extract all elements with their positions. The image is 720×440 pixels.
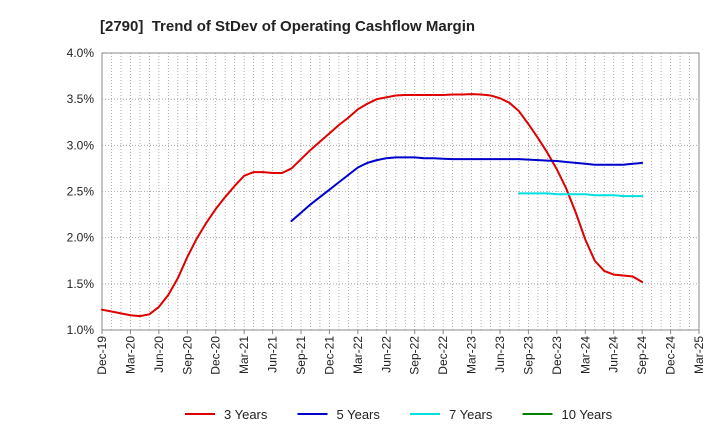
series-line-3-years [101, 93, 644, 318]
x-axis: Dec-19 Mar-20 Jun-20 Sep-20 Dec-20 Mar-21 Jun-… [95, 330, 706, 375]
series-line-7-years [517, 192, 644, 198]
x-tick-label: Dec-23 [550, 336, 564, 375]
y-tick-label: 2.0% [67, 231, 95, 245]
x-tick-label: Dec-20 [209, 336, 223, 375]
legend-label-5-years: 5 Years [337, 407, 381, 422]
x-tick-label: Dec-24 [664, 336, 678, 375]
legend-item-7-years: 7 Years [410, 407, 493, 422]
x-tick-label: Sep-22 [408, 336, 422, 375]
grid-lines [102, 53, 699, 330]
x-tick-label: Sep-20 [180, 336, 194, 375]
x-tick-label: Mar-24 [578, 336, 592, 374]
chart-title: [2790] Trend of StDev of Operating Cashf… [100, 18, 475, 35]
y-tick-label: 3.0% [67, 138, 95, 152]
x-tick-label: Dec-21 [322, 336, 336, 375]
legend-item-5-years: 5 Years [297, 407, 381, 422]
y-tick-label: 4.0% [67, 46, 95, 60]
x-tick-label: Jun-20 [152, 336, 166, 373]
x-tick-label: Jun-22 [379, 336, 393, 373]
y-tick-label: 1.0% [67, 323, 95, 337]
x-tick-label: Mar-23 [465, 336, 479, 374]
x-tick-label: Sep-24 [635, 336, 649, 375]
x-tick-label: Mar-22 [351, 336, 365, 374]
x-tick-label: Jun-21 [266, 336, 280, 373]
x-tick-label: Mar-25 [692, 336, 706, 374]
x-tick-label: Sep-21 [294, 336, 308, 375]
series-lines [101, 93, 644, 318]
legend-item-3-years: 3 Years [185, 407, 268, 422]
y-axis: 4.0% 3.5% 3.0% 2.5% 2.0% 1.5% 1.0% [67, 46, 95, 337]
legend-label-7-years: 7 Years [449, 407, 493, 422]
x-tick-label: Mar-21 [237, 336, 251, 374]
x-tick-label: Jun-24 [607, 336, 621, 373]
series-line-5-years [290, 156, 644, 223]
legend-label-10-years: 10 Years [562, 407, 613, 422]
y-tick-label: 1.5% [67, 277, 95, 291]
legend-item-10-years: 10 Years [522, 407, 613, 422]
legend-label-3-years: 3 Years [224, 407, 268, 422]
x-tick-label: Jun-23 [493, 336, 507, 373]
y-tick-label: 3.5% [67, 92, 95, 106]
plot-area-frame [101, 52, 700, 331]
legend: 3 Years 5 Years 7 Years 10 Years [185, 407, 613, 422]
y-tick-label: 2.5% [67, 185, 95, 199]
x-tick-label: Dec-19 [95, 336, 109, 375]
x-tick-label: Dec-22 [436, 336, 450, 375]
x-tick-label: Sep-23 [521, 336, 535, 375]
x-tick-label: Mar-20 [123, 336, 137, 374]
